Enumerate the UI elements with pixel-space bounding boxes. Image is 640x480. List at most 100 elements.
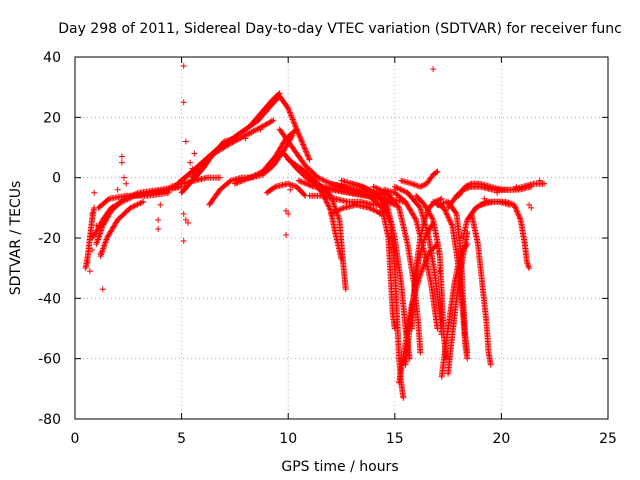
data-point <box>84 259 91 266</box>
data-point <box>541 180 548 187</box>
data-point <box>517 215 524 222</box>
data-point <box>93 222 100 229</box>
gridlines <box>75 57 608 419</box>
data-point <box>430 66 437 73</box>
data-point <box>305 181 312 188</box>
data-point <box>155 225 162 232</box>
plot-frame <box>74 56 609 420</box>
data-point <box>317 176 324 183</box>
data-point <box>376 210 383 217</box>
data-point <box>97 250 104 257</box>
data-point <box>288 113 295 120</box>
data-point <box>349 180 356 187</box>
data-point <box>370 206 377 213</box>
data-point <box>511 201 518 208</box>
data-point <box>315 174 322 181</box>
data-point <box>359 190 366 197</box>
data-point <box>352 181 359 188</box>
data-point <box>304 152 311 159</box>
data-point <box>320 177 327 184</box>
data-point <box>189 165 196 172</box>
data-point <box>286 108 293 115</box>
data-point <box>244 175 251 182</box>
data-point <box>294 127 301 134</box>
data-point <box>461 186 468 193</box>
data-point <box>137 200 144 207</box>
data-point <box>306 156 313 163</box>
data-point <box>245 131 252 138</box>
data-point <box>297 135 304 142</box>
data-point <box>512 205 519 212</box>
data-point <box>464 355 471 362</box>
data-point <box>408 180 415 187</box>
data-point <box>131 202 138 209</box>
data-point <box>464 241 471 248</box>
data-point <box>342 286 349 293</box>
data-point <box>429 215 436 222</box>
data-point <box>506 200 513 207</box>
data-point <box>487 361 494 368</box>
data-point <box>180 63 187 70</box>
data-point <box>353 188 360 195</box>
data-point <box>325 202 332 209</box>
data-point <box>104 196 111 203</box>
data-point <box>283 231 290 238</box>
data-point <box>526 201 533 208</box>
data-point <box>367 205 374 212</box>
data-point <box>336 206 343 213</box>
data-point <box>419 265 426 272</box>
data-point <box>316 175 323 182</box>
data-point <box>246 174 253 181</box>
data-point <box>295 177 302 184</box>
data-point <box>138 199 145 206</box>
data-point <box>332 208 339 215</box>
data-point <box>398 187 405 194</box>
data-point <box>300 141 307 148</box>
data-point <box>391 186 398 193</box>
data-point <box>290 182 297 189</box>
data-point <box>241 176 248 183</box>
data-point <box>418 268 425 275</box>
data-point <box>401 188 408 195</box>
data-point <box>512 204 519 211</box>
data-point <box>305 155 312 162</box>
data-point <box>309 183 316 190</box>
data-point <box>322 178 329 185</box>
data-point <box>360 190 367 197</box>
data-point <box>504 199 511 206</box>
data-point <box>515 212 522 219</box>
data-point <box>235 179 242 186</box>
y-tick-label: -80 <box>38 412 61 428</box>
y-tick-label: -40 <box>38 291 61 307</box>
data-point <box>286 109 293 116</box>
data-point <box>371 207 378 214</box>
data-point <box>123 180 130 187</box>
data-point <box>118 159 125 166</box>
data-point <box>243 131 250 138</box>
data-point <box>359 189 366 196</box>
data-point <box>295 130 302 137</box>
data-point <box>251 172 258 179</box>
data-point <box>287 110 294 117</box>
data-point <box>338 256 345 263</box>
data-point <box>304 151 311 158</box>
data-point <box>191 150 198 157</box>
data-point <box>325 203 332 210</box>
data-point <box>128 204 135 211</box>
data-point <box>363 185 370 192</box>
data-point <box>99 286 106 293</box>
data-point <box>330 209 337 216</box>
data-point <box>300 142 307 149</box>
data-point <box>515 211 522 218</box>
data-point <box>286 181 293 188</box>
data-point <box>289 116 296 123</box>
data-point <box>323 199 330 206</box>
data-point <box>298 137 305 144</box>
data-point <box>513 207 520 214</box>
x-tick-label: 5 <box>177 431 186 447</box>
data-point <box>349 186 356 193</box>
data-point <box>448 221 455 228</box>
data-point <box>301 191 308 198</box>
data-point <box>366 204 373 211</box>
data-point <box>89 210 96 217</box>
